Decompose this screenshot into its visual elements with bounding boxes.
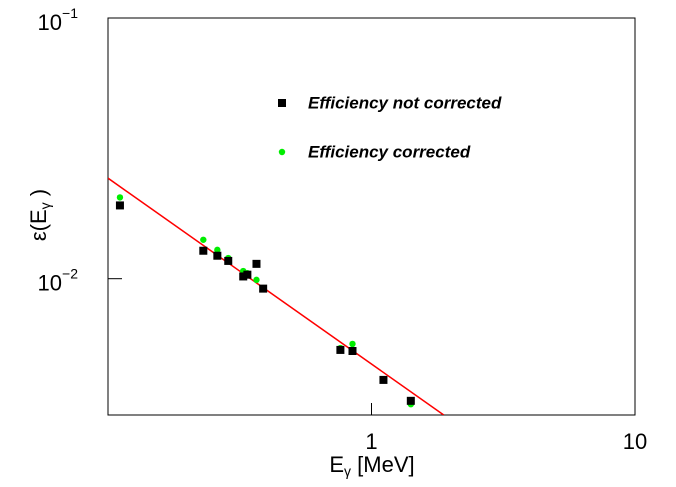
- point: [379, 375, 388, 384]
- point: [214, 246, 221, 254]
- point: [116, 194, 124, 201]
- fit-line: [108, 177, 445, 415]
- point: [406, 396, 415, 405]
- legend-marker: [278, 148, 286, 156]
- y-tick-label: 10−2: [38, 265, 79, 295]
- point: [224, 256, 233, 265]
- x-tick-label: 1: [365, 429, 377, 454]
- point: [349, 340, 356, 348]
- x-axis-label: Eγ [MeV]: [329, 452, 414, 479]
- x-tick-label: 10: [623, 429, 647, 454]
- point: [259, 284, 268, 293]
- y-tick-exponent: −2: [62, 265, 78, 281]
- point: [239, 272, 248, 281]
- point: [200, 236, 207, 243]
- plot-frame: [107, 17, 636, 416]
- y-tick-base: 10: [38, 10, 62, 35]
- x-label-rest: [MeV]: [351, 452, 415, 477]
- y-tick-base: 10: [38, 271, 62, 296]
- x-label-sub: γ: [344, 463, 351, 479]
- x-label-main: E: [329, 452, 344, 477]
- y-axis-label: ε(Eγ ): [26, 189, 53, 241]
- y-tick-exponent: −1: [62, 5, 78, 21]
- legend-marker: [278, 99, 286, 107]
- y-label-main: ε(E: [26, 209, 51, 241]
- point: [252, 259, 261, 268]
- point: [253, 276, 260, 284]
- point: [336, 345, 345, 354]
- legend-label: Efficiency not corrected: [308, 93, 502, 112]
- y-tick-label: 10−1: [38, 5, 79, 35]
- point: [348, 346, 357, 355]
- point: [115, 201, 124, 210]
- point: [199, 246, 208, 255]
- point: [243, 270, 252, 279]
- point: [213, 251, 222, 260]
- y-label-sub: γ: [37, 202, 53, 209]
- legend-label: Efficiency corrected: [308, 142, 471, 161]
- y-label-rest: ): [26, 189, 51, 202]
